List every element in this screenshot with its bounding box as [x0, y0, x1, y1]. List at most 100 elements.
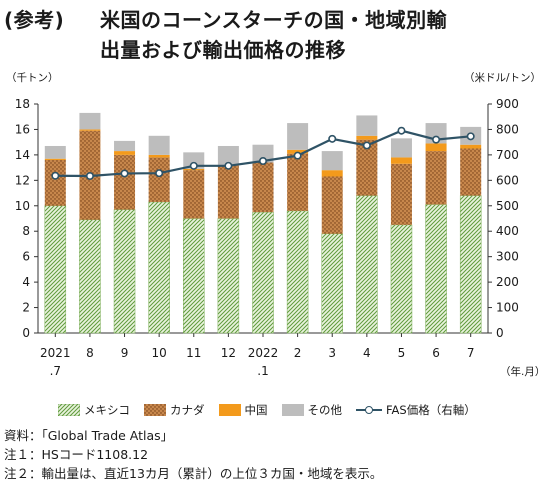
legend-swatch-canada: [144, 404, 166, 416]
bar-mexico: [113, 209, 136, 334]
bar-canada: [217, 165, 239, 219]
bar-others: [287, 123, 309, 150]
note-volume: 注２：輸出量は、直近13カ月（累計）の上位３カ国・地域を表示。: [4, 466, 383, 481]
bar-canada: [44, 159, 66, 206]
right-tick-label: 400: [496, 224, 519, 238]
legend-label-fas-price: FAS価格（右軸）: [386, 403, 476, 417]
right-tick-label: 500: [496, 199, 519, 213]
source-notes: 資料：「Global Trade Atlas」 注１：HSコード1108.12 …: [4, 426, 382, 483]
bar-china: [114, 151, 136, 155]
bar-mexico: [286, 210, 309, 334]
right-tick-label: 800: [496, 122, 519, 136]
right-tick-label: 700: [496, 148, 519, 162]
legend-swatch-fas-price: [356, 404, 382, 416]
x-axis-unit: （年.月）: [500, 366, 546, 378]
bar-china: [425, 143, 447, 152]
bar-mexico: [425, 204, 447, 334]
bar-canada: [287, 153, 309, 211]
bar-others: [114, 140, 136, 152]
legend-label-canada: カナダ: [170, 403, 205, 417]
fas-price-point: [362, 141, 371, 150]
bar-mexico: [79, 219, 101, 334]
chart-title-line2: 出量および輸出価格の推移: [100, 38, 346, 62]
bar-others: [356, 115, 378, 136]
right-tick-label: 900: [496, 97, 519, 111]
legend-item-mexico: メキシコ: [58, 402, 130, 418]
bar-mexico: [44, 205, 67, 334]
x-tick-sublabel: .1: [257, 364, 268, 378]
fas-price-point: [155, 169, 164, 178]
right-axis-unit: （米ドル/トン）: [463, 72, 541, 84]
fas-price-point: [120, 169, 129, 178]
bar-china: [79, 129, 101, 131]
right-tick-label: 0: [496, 326, 504, 340]
bar-others: [79, 112, 101, 130]
left-tick-label: 0: [22, 326, 30, 340]
legend-label-china: 中国: [244, 403, 268, 417]
bar-china: [390, 157, 412, 164]
bar-canada: [114, 154, 136, 210]
bar-china: [148, 154, 170, 158]
left-tick-label: 16: [15, 122, 30, 136]
x-tick-sublabel: .7: [50, 364, 61, 378]
left-axis-unit: （千トン）: [6, 72, 59, 84]
x-tick-label: 9: [121, 346, 129, 360]
bar-mexico: [356, 195, 378, 334]
bar-canada: [183, 170, 205, 219]
left-tick-label: 4: [22, 275, 30, 289]
note-source: 資料：「Global Trade Atlas」: [4, 428, 174, 443]
bar-china: [356, 135, 378, 140]
legend-label-others: その他: [307, 403, 343, 417]
legend-swatch-china: [218, 404, 241, 416]
left-tick-label: 10: [15, 199, 30, 213]
bar-mexico: [390, 224, 413, 334]
bar-china: [460, 144, 482, 149]
bar-mexico: [459, 195, 482, 334]
left-tick-label: 6: [22, 250, 30, 264]
legend-item-canada: カナダ: [144, 402, 205, 418]
bar-others: [321, 151, 343, 171]
legend-item-china: 中国: [218, 402, 268, 418]
fas-price-point: [258, 156, 267, 165]
fas-price-point: [224, 161, 233, 170]
bar-mexico: [148, 201, 170, 334]
left-tick-label: 14: [15, 148, 30, 162]
bar-others: [44, 145, 66, 159]
legend-item-others: その他: [281, 402, 343, 418]
bar-mexico: [252, 211, 274, 334]
fas-price-point: [466, 132, 475, 141]
legend-item-fas-price: FAS価格（右軸）: [356, 402, 476, 418]
left-tick-label: 2: [22, 301, 30, 315]
x-tick-label: 6: [432, 346, 440, 360]
right-tick-label: 100: [496, 301, 519, 315]
chart-plot: 0 2 4 6 8 10 12 14 16 18 0 100 200 300 400 500 600 700 800…: [15, 97, 519, 378]
legend-swatch-mexico: [58, 404, 80, 416]
legend: メキシコ カナダ 中国 その他 FAS価格（右軸）: [58, 402, 490, 418]
bar-canada: [460, 148, 482, 196]
bar-mexico: [183, 218, 205, 334]
bar-canada: [425, 151, 447, 205]
bar-canada: [356, 139, 378, 196]
left-tick-label: 12: [15, 173, 30, 187]
note-hs-code: 注１：HSコード1108.12: [4, 447, 149, 462]
legend-swatch-others: [281, 404, 304, 416]
right-tick-label: 600: [496, 173, 519, 187]
fas-price-point: [51, 171, 60, 180]
bar-canada: [321, 176, 343, 234]
bar-china: [44, 158, 66, 160]
x-tick-label: 12: [221, 346, 236, 360]
x-tick-label: 10: [152, 346, 167, 360]
right-tick-label: 300: [496, 250, 519, 264]
bar-others: [217, 145, 239, 166]
bar-mexico: [217, 218, 240, 334]
legend-label-mexico: メキシコ: [84, 403, 130, 417]
left-tick-label: 8: [22, 224, 30, 238]
fas-price-point: [328, 134, 337, 143]
bar-others: [148, 135, 170, 155]
left-tick-label: 18: [15, 97, 30, 111]
x-tick-label: 2022: [248, 346, 279, 360]
fas-price-point: [85, 172, 94, 181]
chart-title-line1: 米国のコーンスターチの国・地域別輸: [100, 8, 448, 32]
bar-others: [252, 144, 274, 163]
bar-china: [321, 170, 343, 177]
